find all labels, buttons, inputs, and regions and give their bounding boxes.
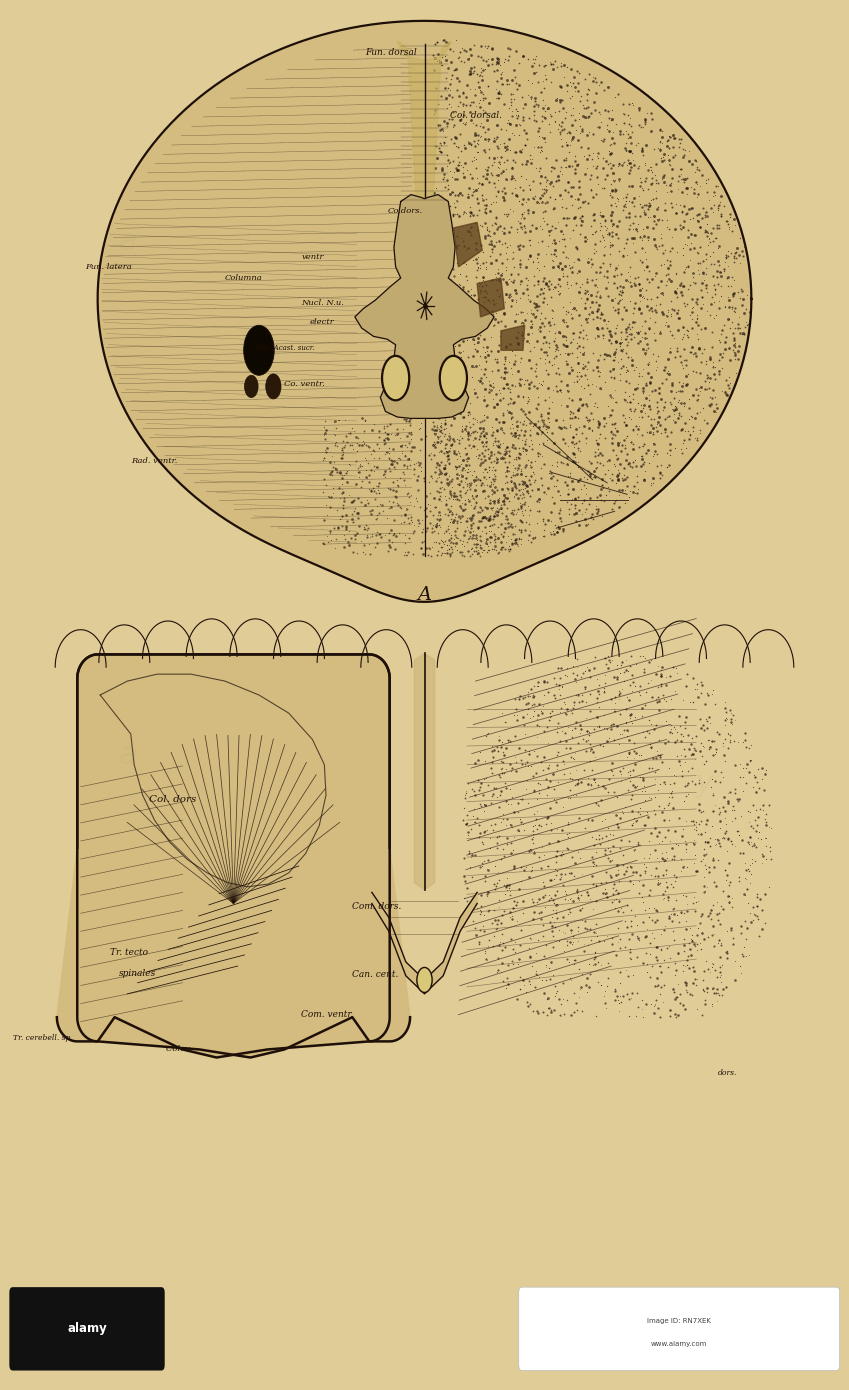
Text: Can. cent.: Can. cent. xyxy=(352,970,399,979)
Text: Col. dorsal.: Col. dorsal. xyxy=(450,111,502,120)
Text: Tr. tecto: Tr. tecto xyxy=(110,948,149,956)
Text: a: a xyxy=(119,741,138,770)
Text: www.alamy.com: www.alamy.com xyxy=(651,1341,707,1347)
FancyBboxPatch shape xyxy=(519,1287,840,1371)
Circle shape xyxy=(245,375,258,398)
Text: Tr. cerebell. sp.: Tr. cerebell. sp. xyxy=(13,1034,72,1042)
Text: Co. ventr.: Co. ventr. xyxy=(284,379,325,388)
Text: spinales: spinales xyxy=(119,969,156,977)
Text: Com. dors.: Com. dors. xyxy=(352,902,402,910)
Text: A: A xyxy=(418,587,431,603)
Circle shape xyxy=(417,967,432,992)
Polygon shape xyxy=(397,42,452,211)
Polygon shape xyxy=(372,892,477,994)
Text: electr: electr xyxy=(310,318,335,327)
Text: Com. ventr.: Com. ventr. xyxy=(301,1011,354,1019)
FancyBboxPatch shape xyxy=(9,1287,165,1371)
Polygon shape xyxy=(501,325,525,350)
Text: Col. v.: Col. v. xyxy=(166,1045,191,1054)
Text: alamy: alamy xyxy=(68,1322,107,1336)
Text: Rad. ventr.: Rad. ventr. xyxy=(132,457,178,466)
Polygon shape xyxy=(477,278,504,317)
Text: y: y xyxy=(696,254,714,284)
Text: Fun. dorsal: Fun. dorsal xyxy=(365,49,417,57)
Circle shape xyxy=(440,356,467,400)
Text: ventr: ventr xyxy=(301,253,324,261)
Text: Columna: Columna xyxy=(225,274,262,282)
Polygon shape xyxy=(355,195,494,418)
Polygon shape xyxy=(414,653,435,890)
Polygon shape xyxy=(98,21,751,602)
Text: Co.dors.: Co.dors. xyxy=(388,207,423,215)
Polygon shape xyxy=(57,655,390,1058)
Circle shape xyxy=(382,356,409,400)
Text: Fun. latera: Fun. latera xyxy=(85,263,132,271)
Text: a: a xyxy=(119,227,138,256)
Text: Image ID: RN7XEK: Image ID: RN7XEK xyxy=(647,1318,711,1323)
Polygon shape xyxy=(77,655,410,1058)
Circle shape xyxy=(244,325,274,375)
Text: Nucl. N.u.: Nucl. N.u. xyxy=(301,299,345,307)
Text: dors.: dors. xyxy=(717,1069,737,1077)
Text: Fibr. Acast. sucr.: Fibr. Acast. sucr. xyxy=(255,343,314,352)
Polygon shape xyxy=(453,222,482,267)
Circle shape xyxy=(266,374,281,399)
Text: y: y xyxy=(696,769,714,798)
Text: Col. dors: Col. dors xyxy=(149,795,196,803)
